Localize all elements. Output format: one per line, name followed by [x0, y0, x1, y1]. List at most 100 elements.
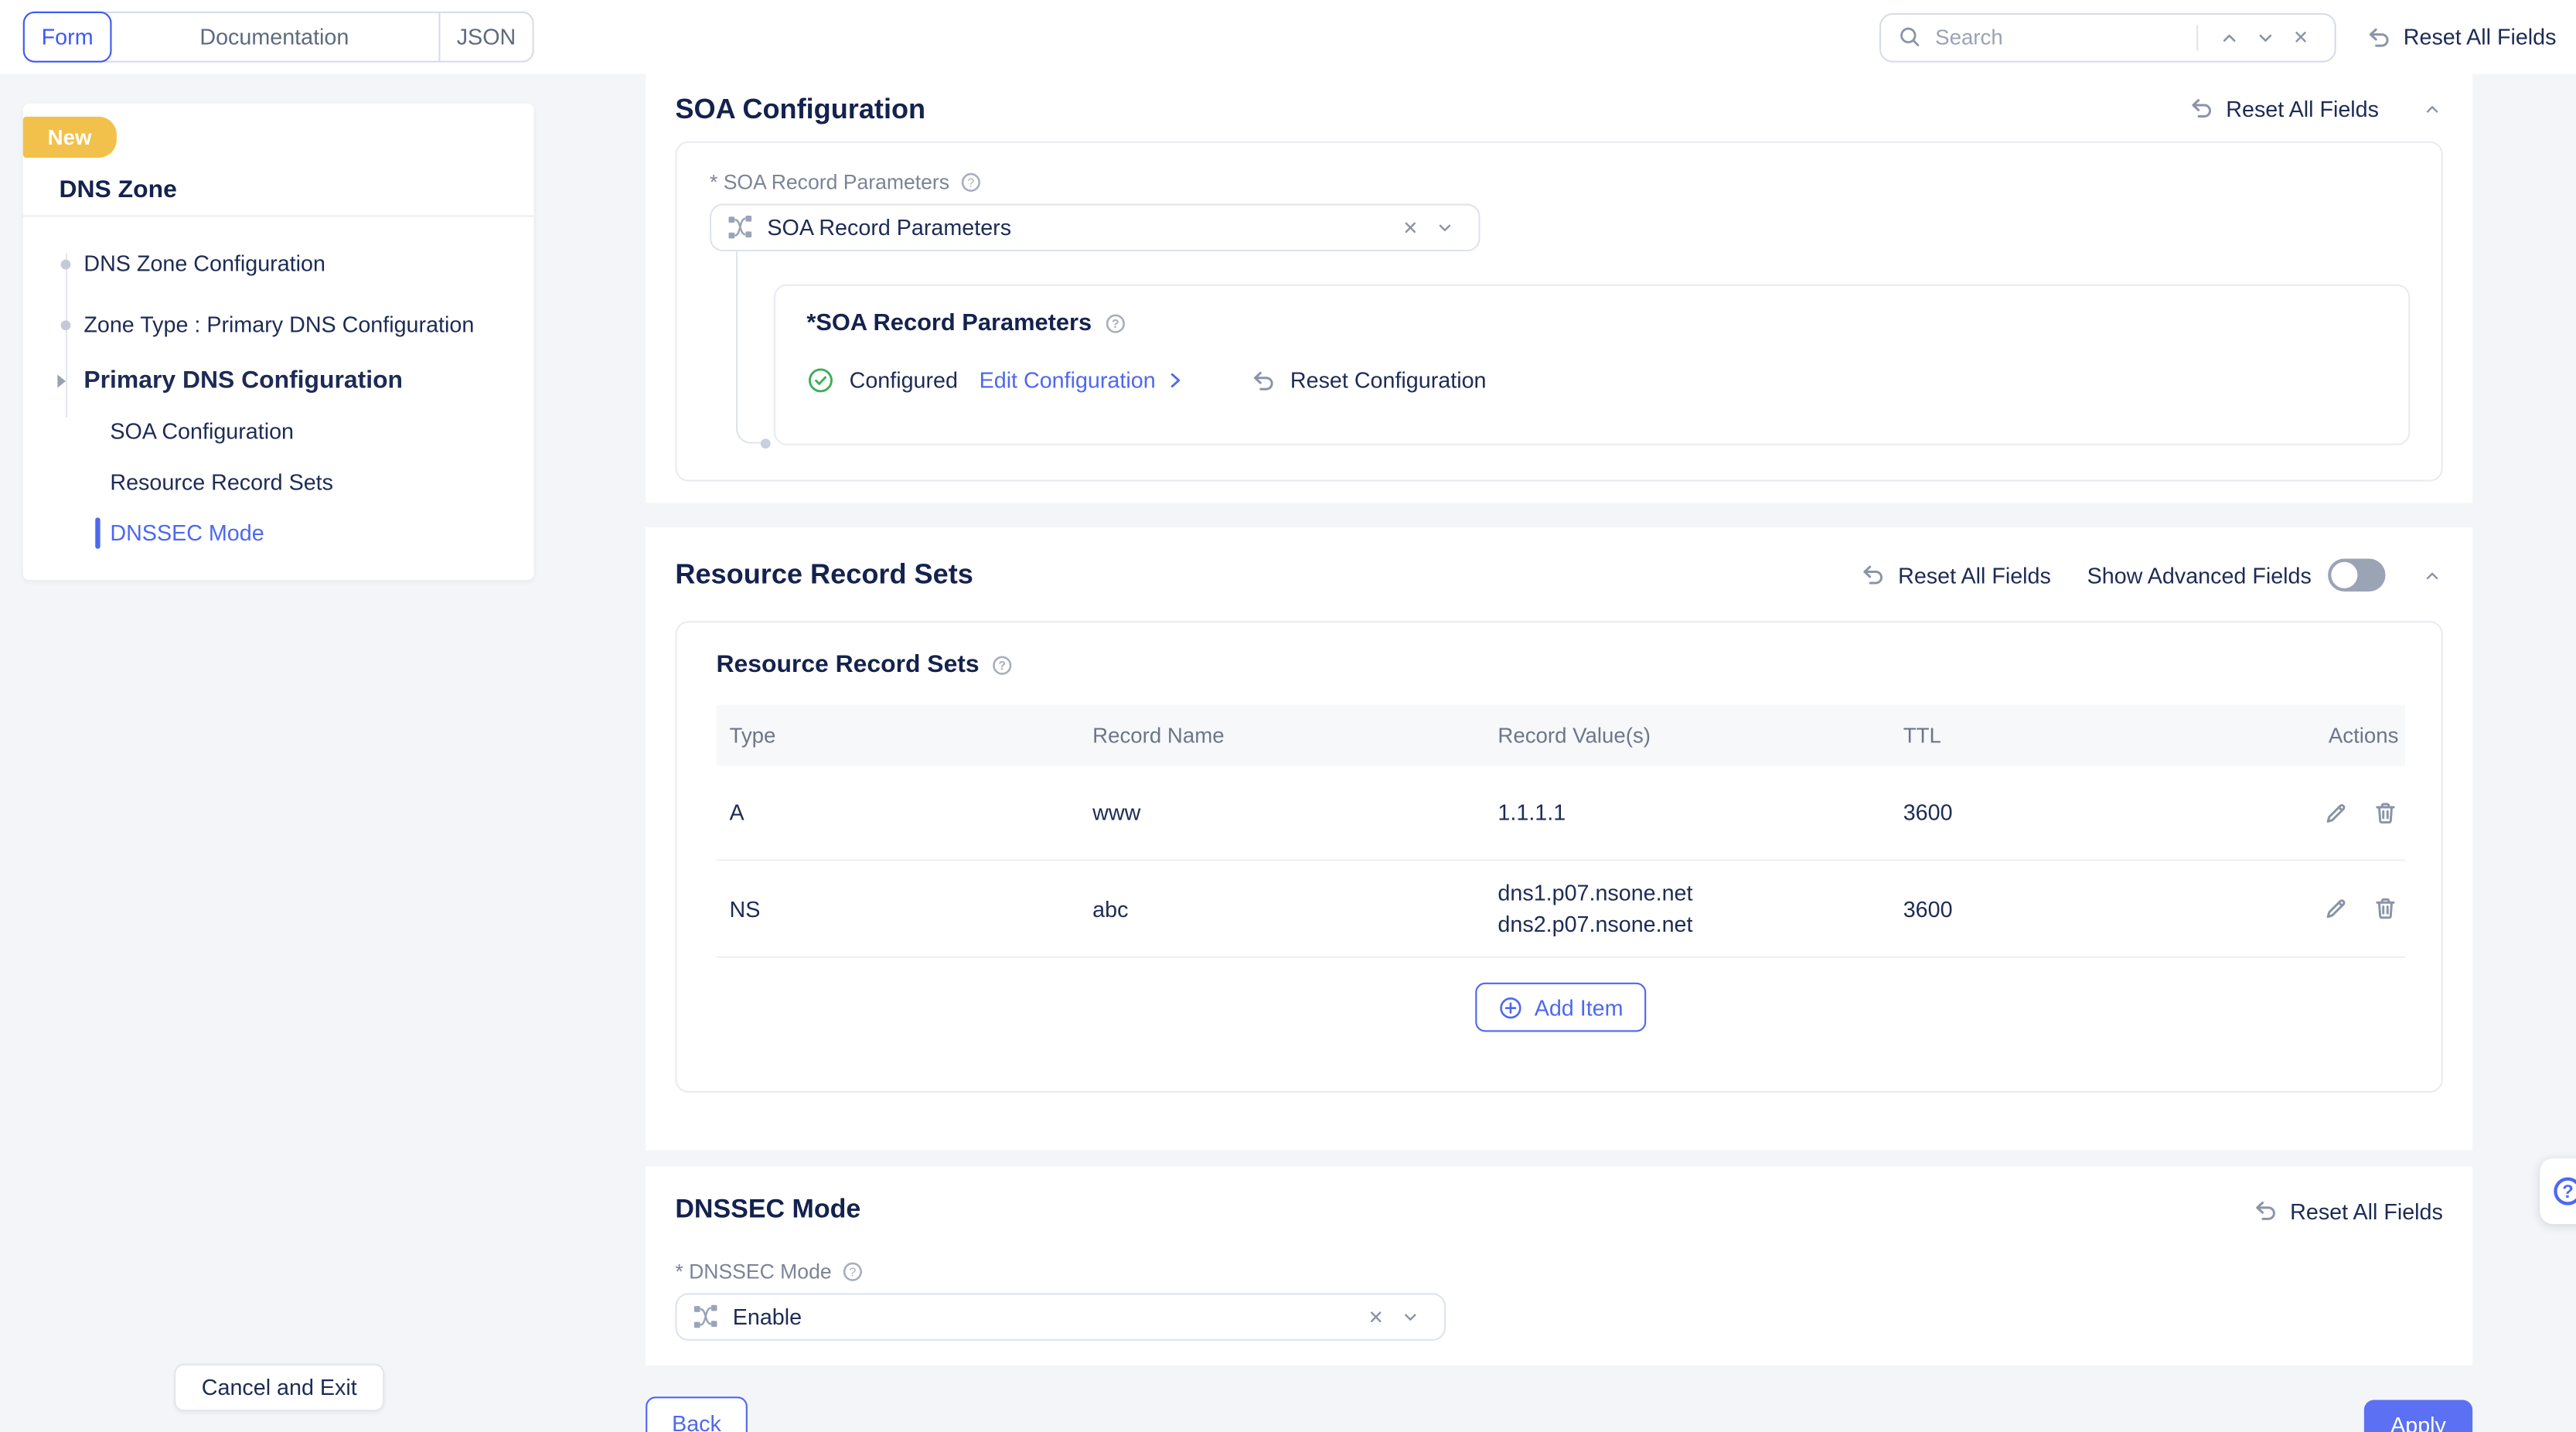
back-button[interactable]: Back [646, 1396, 748, 1432]
schema-icon [727, 215, 752, 240]
sidebar-item-resource-record-sets[interactable]: Resource Record Sets [23, 470, 534, 496]
reset-all-fields-label: Reset All Fields [1898, 562, 2051, 588]
cell-record-values: 1.1.1.1 [1498, 800, 1566, 825]
select-value: Enable [732, 1304, 802, 1330]
triangle-right-icon [57, 374, 66, 388]
tree-connector-line [66, 253, 68, 418]
reset-configuration-button[interactable]: Reset Configuration [1251, 367, 1486, 394]
rrs-card-title-text: Resource Record Sets [716, 650, 980, 679]
chevron-down-icon[interactable] [1428, 213, 1463, 241]
dnssec-reset-all-fields-button[interactable]: Reset All Fields [2252, 1198, 2443, 1224]
search-divider [2196, 23, 2199, 50]
sidebar-item-primary-dns-configuration[interactable]: Primary DNS Configuration [23, 367, 534, 394]
help-circle-icon[interactable]: ? [959, 171, 983, 194]
rrs-table-header-row: Type Record Name Record Value(s) TTL Act… [716, 704, 2405, 766]
svg-text:?: ? [967, 176, 974, 189]
rrs-collapse-icon[interactable] [2421, 564, 2443, 586]
topbar-right: Reset All Fields [1879, 12, 2557, 63]
soa-record-parameters-select[interactable]: SOA Record Parameters [710, 203, 1481, 252]
clear-selection-icon[interactable] [1358, 1303, 1393, 1331]
resource-record-sets-section: Resource Record Sets Reset All Fields Sh… [646, 527, 2473, 1151]
rrs-reset-all-fields-button[interactable]: Reset All Fields [1860, 562, 2051, 588]
cell-ttl: 3600 [1903, 896, 1953, 922]
table-row: A www 1.1.1.1 3600 [716, 765, 2405, 861]
bullet-dot-icon [60, 259, 71, 270]
svg-text:?: ? [850, 1266, 857, 1279]
dnssec-mode-select[interactable]: Enable [675, 1293, 1446, 1341]
cell-record-values: dns1.p07.nsone.net dns2.p07.nsone.net [1498, 881, 1693, 937]
col-header-record-name: Record Name [1092, 723, 1225, 748]
bullet-dot-icon [60, 320, 71, 331]
table-row: NS abc dns1.p07.nsone.net dns2.p07.nsone… [716, 861, 2405, 958]
soa-configuration-section: SOA Configuration Reset All Fields * SOA… [646, 73, 2473, 503]
sidebar-item-label: DNS Zone Configuration [83, 251, 325, 276]
sidebar-item-zone-type[interactable]: Zone Type : Primary DNS Configuration [23, 312, 534, 339]
edit-row-icon[interactable] [2323, 895, 2349, 922]
rrs-section-heading: Resource Record Sets [675, 558, 973, 590]
plus-circle-icon [1498, 995, 1523, 1020]
soa-section-heading: SOA Configuration [675, 94, 926, 125]
clear-selection-icon[interactable] [1393, 213, 1428, 241]
active-indicator-bar [95, 517, 101, 549]
svg-text:?: ? [999, 659, 1007, 672]
undo-icon [2252, 1198, 2278, 1224]
sidebar-title: DNS Zone [59, 176, 177, 204]
dnssec-mode-section: DNSSEC Mode Reset All Fields * DNSSEC Mo… [646, 1166, 2473, 1366]
configured-status: Configured [806, 367, 958, 394]
add-item-button[interactable]: Add Item [1475, 982, 1647, 1032]
dnssec-mode-field-label: * DNSSEC Mode ? [675, 1260, 864, 1284]
col-header-ttl: TTL [1903, 723, 1941, 748]
edit-row-icon[interactable] [2323, 800, 2349, 826]
delete-row-icon[interactable] [2372, 895, 2398, 922]
sidebar-tree: DNS Zone Configuration Zone Type : Prima… [23, 217, 534, 590]
cell-record-name: abc [1092, 896, 1129, 922]
help-circle-icon[interactable]: ? [841, 1260, 864, 1284]
rrs-table: Type Record Name Record Value(s) TTL Act… [716, 704, 2405, 1032]
search-prev-icon[interactable] [2211, 22, 2247, 52]
col-header-actions: Actions [2328, 723, 2399, 748]
nested-card-title: *SOA Record Parameters ? [806, 311, 1126, 337]
apply-button[interactable]: Apply [2363, 1400, 2473, 1432]
soa-reset-all-fields-button[interactable]: Reset All Fields [2188, 95, 2379, 121]
help-circle-icon[interactable]: ? [991, 653, 1014, 677]
field-label-text: * SOA Record Parameters [710, 171, 950, 194]
show-advanced-fields-toggle[interactable] [2328, 558, 2386, 592]
reset-all-fields-label: Reset All Fields [2226, 96, 2379, 121]
tab-form[interactable]: Form [22, 11, 112, 63]
undo-icon [1860, 562, 1886, 588]
dnssec-section-heading: DNSSEC Mode [675, 1196, 861, 1225]
search-input[interactable] [1935, 24, 2190, 49]
rrs-table-body: A www 1.1.1.1 3600 NS abc dns1.p07.nsone… [716, 765, 2405, 958]
reset-all-fields-top-button[interactable]: Reset All Fields [2366, 24, 2557, 50]
status-text: Configured [849, 368, 958, 393]
cell-type: A [729, 800, 745, 825]
soa-record-parameters-field-label: * SOA Record Parameters ? [710, 171, 983, 194]
reset-all-fields-label: Reset All Fields [2403, 24, 2557, 49]
svg-text:?: ? [2562, 1181, 2574, 1202]
cancel-and-exit-button[interactable]: Cancel and Exit [174, 1363, 385, 1412]
rrs-card: Resource Record Sets ? Type Record Name … [675, 621, 2443, 1093]
tab-documentation[interactable]: Documentation [110, 13, 441, 61]
chevron-down-icon[interactable] [1393, 1303, 1428, 1331]
show-advanced-fields-control: Show Advanced Fields [2087, 558, 2386, 592]
nested-status-row: Configured Edit Configuration Reset Conf… [806, 367, 1486, 394]
field-label-text: * DNSSEC Mode [675, 1260, 832, 1284]
delete-row-icon[interactable] [2372, 800, 2398, 826]
sidebar-item-soa-configuration[interactable]: SOA Configuration [23, 419, 534, 445]
soa-collapse-icon[interactable] [2421, 97, 2443, 119]
reset-all-fields-label: Reset All Fields [2290, 1198, 2443, 1224]
sidebar-item-dnssec-mode[interactable]: DNSSEC Mode [23, 517, 534, 549]
search-next-icon[interactable] [2247, 22, 2284, 52]
tab-json[interactable]: JSON [456, 24, 516, 49]
search-clear-icon[interactable] [2284, 23, 2319, 51]
cell-record-name: www [1092, 800, 1141, 825]
help-fab-button[interactable]: ? [2540, 1158, 2576, 1225]
nested-connector-line [736, 251, 771, 448]
cell-actions [2228, 895, 2405, 922]
edit-configuration-link[interactable]: Edit Configuration [980, 368, 1187, 393]
help-circle-icon[interactable]: ? [1103, 312, 1126, 336]
sidebar-item-dns-zone-configuration[interactable]: DNS Zone Configuration [23, 251, 534, 278]
topbar: Form Documentation JSON [0, 0, 2576, 74]
sidebar-item-label: SOA Configuration [110, 418, 295, 444]
